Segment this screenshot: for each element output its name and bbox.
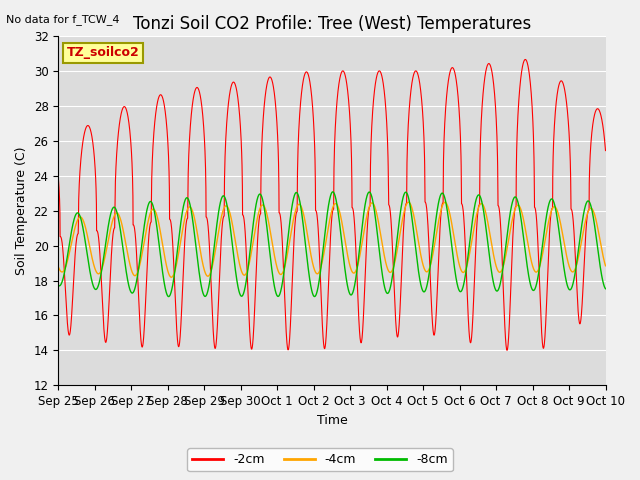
Line: -4cm: -4cm [58, 202, 605, 277]
-2cm [532, 212, 540, 218]
-8cm [264, 236, 272, 242]
-4cm [149, 206, 157, 212]
-8cm [288, 204, 296, 209]
Legend: -2cm, -4cm, -8cm: -2cm, -4cm, -8cm [187, 448, 453, 471]
-8cm [117, 229, 125, 235]
-4cm [288, 224, 296, 230]
Text: TZ_soilco2: TZ_soilco2 [67, 47, 140, 60]
-4cm [591, 214, 599, 219]
-8cm [54, 282, 62, 288]
-2cm [54, 174, 62, 180]
-4cm [54, 264, 62, 270]
-4cm [168, 275, 175, 280]
Line: -2cm: -2cm [58, 60, 605, 350]
Line: -8cm: -8cm [58, 192, 605, 297]
-4cm [117, 217, 125, 223]
-2cm [503, 348, 511, 353]
-8cm [165, 294, 173, 300]
-2cm [264, 77, 272, 83]
Text: No data for f_TCW_4: No data for f_TCW_4 [6, 14, 120, 25]
-4cm [602, 263, 609, 269]
-8cm [591, 226, 599, 232]
X-axis label: Time: Time [317, 414, 348, 427]
Title: Tonzi Soil CO2 Profile: Tree (West) Temperatures: Tonzi Soil CO2 Profile: Tree (West) Temp… [132, 15, 531, 33]
Y-axis label: Soil Temperature (C): Soil Temperature (C) [15, 146, 28, 275]
-8cm [149, 204, 157, 209]
-8cm [532, 283, 540, 288]
-2cm [522, 57, 529, 62]
-8cm [602, 286, 609, 291]
-2cm [288, 288, 296, 294]
-2cm [117, 113, 125, 119]
-2cm [149, 140, 157, 146]
-2cm [591, 110, 599, 116]
-8cm [329, 189, 337, 195]
-2cm [602, 148, 609, 154]
-4cm [532, 269, 540, 275]
-4cm [264, 217, 272, 223]
-4cm [404, 199, 412, 205]
